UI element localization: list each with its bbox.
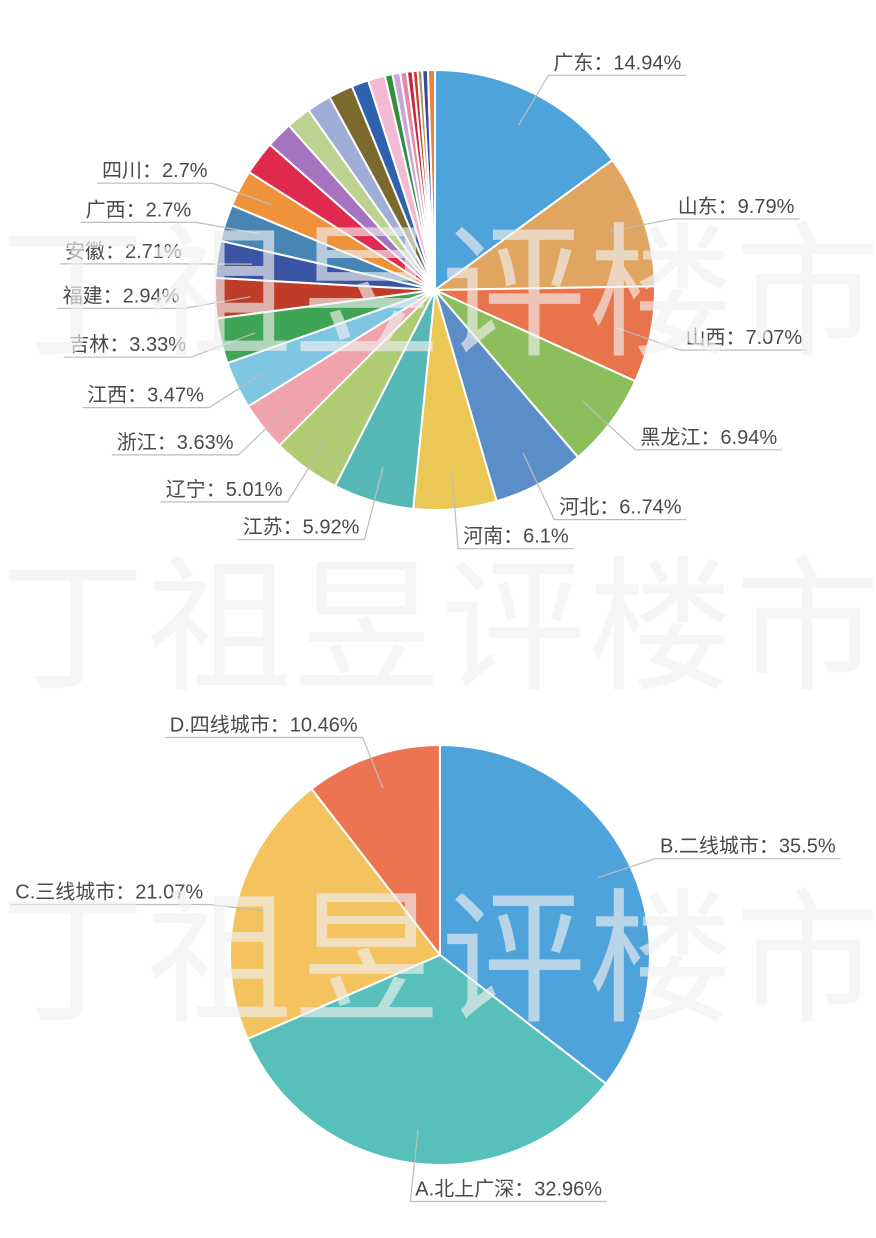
label-leader-line bbox=[409, 1129, 607, 1203]
label-leader-line bbox=[97, 182, 272, 206]
slice-label: B.二线城市：35.5% bbox=[660, 835, 836, 858]
slice-label: 山东：9.79% bbox=[678, 195, 795, 218]
slice-label: 广西：2.7% bbox=[86, 198, 192, 221]
slice-label: 福建：2.94% bbox=[63, 284, 180, 307]
slice-label: D.四线城市：10.46% bbox=[170, 714, 358, 737]
slice-label: 河南：6.1% bbox=[463, 525, 569, 548]
label-leader-line bbox=[64, 332, 256, 358]
label-leader-line bbox=[237, 467, 384, 541]
label-leader-line bbox=[80, 221, 260, 235]
label-leader-line bbox=[522, 452, 687, 521]
slice-label: 江苏：5.92% bbox=[243, 516, 360, 539]
slice-label: 山西：7.07% bbox=[686, 326, 803, 349]
label-leader-line bbox=[451, 473, 574, 550]
label-leader-line bbox=[160, 439, 327, 503]
city-tier-pie-chart: B.二线城市：35.5% A.北上广深：32.96% C.三线城市：21.07% D.… bbox=[10, 714, 841, 1203]
label-leader-line bbox=[111, 404, 291, 456]
pie-slice[interactable] bbox=[426, 68, 436, 291]
pie-slice[interactable] bbox=[439, 744, 651, 1085]
pie-slice[interactable] bbox=[434, 69, 614, 291]
label-leader-line bbox=[518, 74, 687, 126]
slice-label: 辽宁：5.01% bbox=[166, 478, 283, 501]
label-leader-line bbox=[582, 400, 783, 451]
slice-label: C.三线城市：21.07% bbox=[15, 881, 203, 904]
slice-label: 安徽：2.71% bbox=[65, 240, 182, 263]
label-leader-line bbox=[598, 858, 841, 878]
slice-label: 黑龙江：6.94% bbox=[640, 426, 777, 449]
slice-label: A.北上广深：32.96% bbox=[415, 1178, 602, 1201]
slice-label: 吉林：3.33% bbox=[69, 333, 186, 356]
label-leader-line bbox=[610, 218, 800, 232]
slice-label: 河北：6..74% bbox=[559, 496, 681, 519]
pie-slice[interactable] bbox=[229, 787, 441, 1040]
pie-slice[interactable] bbox=[434, 159, 656, 291]
slice-label: 广东：14.94% bbox=[553, 51, 681, 74]
label-leader-line bbox=[82, 369, 269, 409]
label-leader-line bbox=[57, 296, 251, 309]
slice-label: 四川：2.7% bbox=[102, 160, 208, 182]
label-leader-line bbox=[10, 903, 270, 912]
slice-label: 浙江：3.63% bbox=[117, 431, 234, 454]
label-leader-line bbox=[615, 327, 808, 351]
label-leader-line bbox=[164, 736, 384, 789]
province-pie-chart: 广东：14.94% 山东：9.79% 山西：7.07% 黑龙江：6.94% 河北：6..… bbox=[57, 51, 808, 550]
slice-label: 江西：3.47% bbox=[87, 384, 204, 407]
pie-slice[interactable] bbox=[310, 744, 441, 956]
